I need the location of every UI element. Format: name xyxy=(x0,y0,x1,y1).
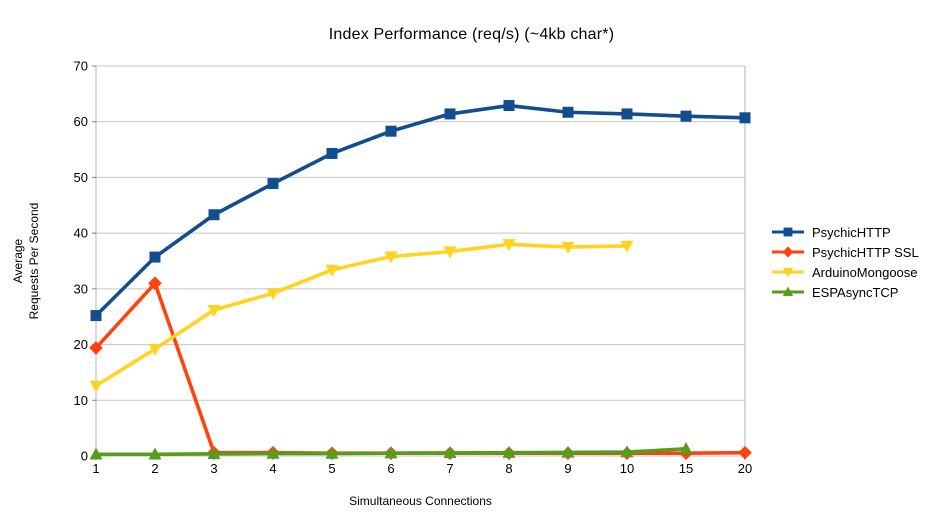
triangle-up-marker xyxy=(89,447,103,460)
x-tick-label: 7 xyxy=(446,461,453,476)
legend-label: PsychicHTTP SSL xyxy=(812,244,919,260)
triangle-down-marker xyxy=(561,241,575,254)
x-tick-label: 3 xyxy=(210,461,217,476)
square-marker xyxy=(90,310,102,322)
triangle-down-marker xyxy=(384,251,398,264)
triangle-down-marker xyxy=(502,239,516,252)
series-psychichttp-ssl xyxy=(89,276,752,461)
square-marker xyxy=(680,110,692,122)
series-markers xyxy=(89,276,752,461)
legend-marker-icon xyxy=(772,267,804,278)
series-line xyxy=(94,242,629,388)
square-marker xyxy=(783,227,793,237)
triangle-up-marker xyxy=(502,445,516,458)
square-marker xyxy=(621,108,633,120)
series-line xyxy=(94,281,747,456)
triangle-down-marker xyxy=(207,304,221,317)
triangle-up-marker xyxy=(620,445,634,458)
legend-label: PsychicHTTP xyxy=(812,224,891,240)
diamond-marker xyxy=(782,246,794,258)
square-marker xyxy=(326,147,338,159)
square-marker xyxy=(503,100,515,112)
x-tick-label: 9 xyxy=(564,461,571,476)
triangle-down-marker xyxy=(620,240,634,253)
legend-label: ArduinoMongoose xyxy=(812,264,918,280)
legend-marker-icon xyxy=(772,286,804,297)
triangle-down-marker xyxy=(148,343,162,356)
gridlines xyxy=(96,65,745,457)
triangle-down-marker xyxy=(266,288,280,301)
legend-item-espasynctcp: ESPAsyncTCP xyxy=(771,282,919,302)
triangle-up-marker xyxy=(679,441,693,454)
square-marker xyxy=(208,209,220,221)
square-marker xyxy=(562,106,574,118)
x-tick-label: 1 xyxy=(92,461,99,476)
triangle-up-marker xyxy=(148,447,162,460)
triangle-up-marker xyxy=(207,446,221,459)
y-tick-label: 30 xyxy=(74,281,88,296)
square-marker xyxy=(385,125,397,137)
y-tick-label: 40 xyxy=(74,226,88,241)
y-tick-label: 20 xyxy=(74,337,88,352)
triangle-up-marker xyxy=(384,446,398,459)
series-psychichttp xyxy=(90,100,751,322)
y-tick-label: 10 xyxy=(74,393,88,408)
series-arduinomongoose xyxy=(89,239,634,393)
x-tick-label: 6 xyxy=(387,461,394,476)
series-markers xyxy=(89,239,634,393)
square-marker xyxy=(444,108,456,120)
legend-item-arduinomongoose: ArduinoMongoose xyxy=(771,262,919,282)
triangle-down-marker xyxy=(443,246,457,259)
triangle-up-marker xyxy=(325,446,339,459)
x-tick-label: 10 xyxy=(620,461,634,476)
series-markers xyxy=(89,441,693,460)
x-axis-title: Simultaneous Connections xyxy=(349,494,492,508)
axis-tick-labels: 0 10 20 30 40 50 60 70 1 2 3 4 5 6 7 8 9 10 15 20 xyxy=(74,59,753,477)
triangle-down-marker xyxy=(325,264,339,277)
square-marker xyxy=(149,251,161,263)
diamond-marker xyxy=(738,445,752,460)
legend: PsychicHTTP PsychicHTTP SSL ArduinoMongoos… xyxy=(771,222,919,302)
triangle-up-marker xyxy=(782,286,794,297)
series-espasynctcp xyxy=(89,441,693,460)
x-tick-label: 15 xyxy=(679,461,693,476)
legend-marker-icon xyxy=(772,246,804,258)
triangle-up-marker xyxy=(561,445,575,458)
diamond-marker xyxy=(89,341,103,355)
chart-title: Index Performance (req/s) (~4kb char*) xyxy=(328,26,615,43)
series-line xyxy=(94,103,747,318)
x-tick-label: 5 xyxy=(328,461,335,476)
x-tick-label: 2 xyxy=(151,461,158,476)
triangle-down-marker xyxy=(782,267,794,278)
y-tick-label: 0 xyxy=(81,449,88,464)
square-marker xyxy=(267,178,279,190)
x-tick-label: 8 xyxy=(505,461,512,476)
legend-item-psychichttp-ssl: PsychicHTTP SSL xyxy=(771,242,919,262)
triangle-up-marker xyxy=(443,446,457,459)
legend-item-psychichttp: PsychicHTTP xyxy=(771,222,919,242)
y-tick-label: 50 xyxy=(74,170,88,185)
y-tick-label: 70 xyxy=(74,59,88,74)
diamond-marker xyxy=(148,276,162,291)
axis-ticks xyxy=(92,65,746,460)
triangle-up-marker xyxy=(266,446,280,459)
square-marker xyxy=(739,112,751,124)
x-tick-label: 4 xyxy=(269,461,276,476)
legend-label: ESPAsyncTCP xyxy=(812,284,899,300)
x-tick-label: 20 xyxy=(738,461,752,476)
triangle-down-marker xyxy=(89,380,103,393)
legend-marker-icon xyxy=(772,227,804,237)
series-markers xyxy=(90,100,751,322)
y-tick-label: 60 xyxy=(74,114,88,129)
